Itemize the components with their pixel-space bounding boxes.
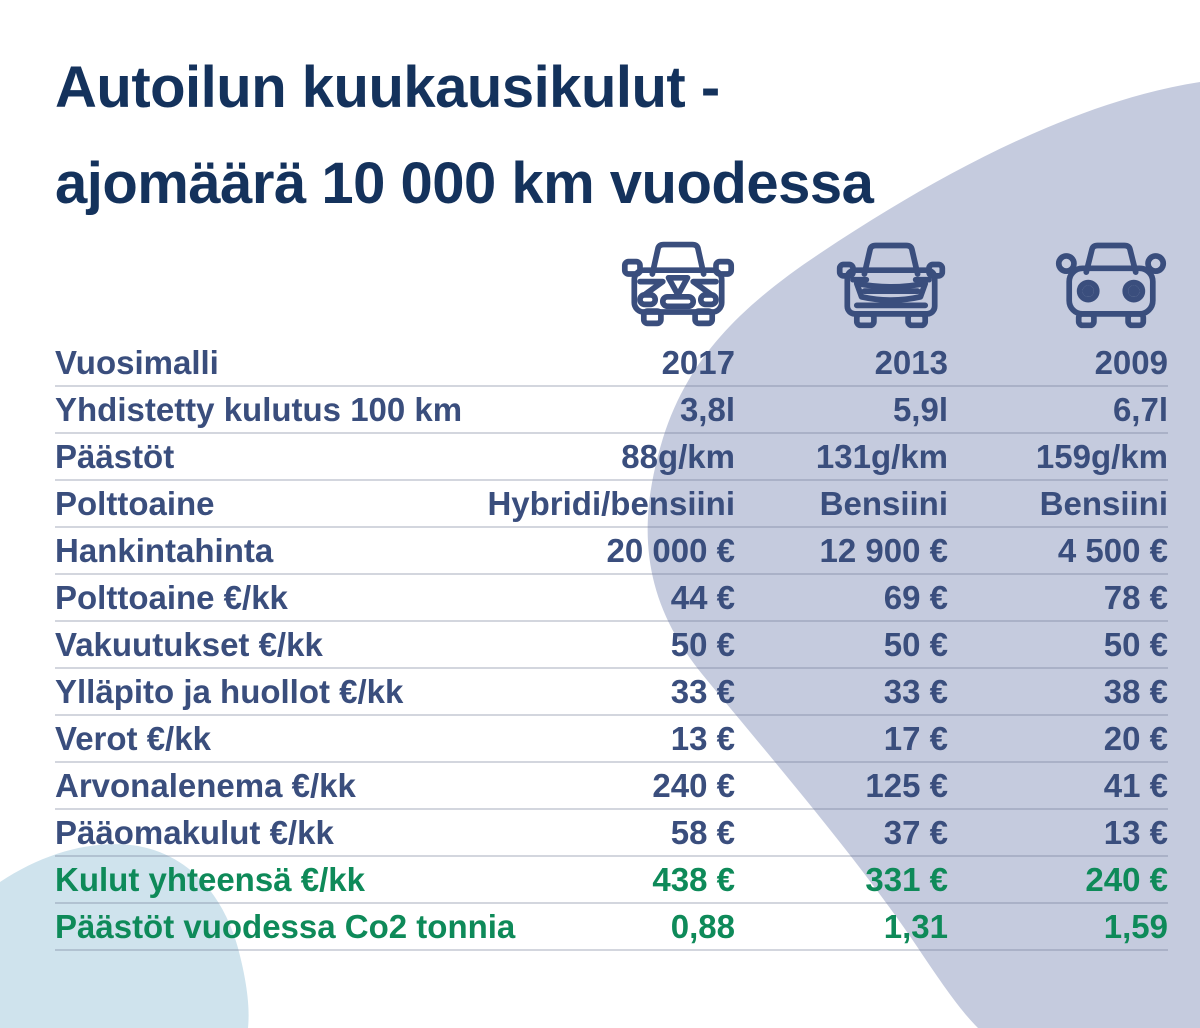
row-value-2009: 13 € [1103, 813, 1168, 851]
row-label: Päästöt [55, 437, 175, 475]
row-value-2013: 2013 [874, 343, 948, 381]
page-title-line-1: Autoilun kuukausikulut - [55, 55, 720, 120]
row-value-2017: 50 € [670, 625, 735, 663]
table-row: Arvonalenema €/kk 240 € 125 € 41 € [55, 763, 1168, 810]
row-value-2013: 1,31 [883, 907, 948, 945]
row-value-2009: 240 € [1085, 860, 1168, 898]
lightblue-blob-shape [0, 844, 249, 1028]
row-value-2017: 13 € [670, 719, 735, 757]
row-value-2013: 50 € [883, 625, 948, 663]
row-value-2013: Bensiini [819, 484, 948, 522]
row-value-2017: 33 € [670, 672, 735, 710]
row-value-2009: 159g/km [1035, 437, 1168, 475]
row-label: Vuosimalli [55, 343, 219, 381]
row-value-2009: 38 € [1103, 672, 1168, 710]
row-value-2013: 131g/km [815, 437, 948, 475]
row-value-2017: Hybridi/bensiini [487, 484, 735, 522]
row-label: Ylläpito ja huollot €/kk [55, 672, 404, 710]
table-row: Pääomakulut €/kk 58 € 37 € 13 € [55, 810, 1168, 857]
table-row: Vuosimalli 2017 2013 2009 [55, 340, 1168, 387]
row-value-2009: 6,7l [1112, 390, 1168, 428]
table-row: Päästöt 88g/km 131g/km 159g/km [55, 434, 1168, 481]
car-2017-cell [621, 236, 735, 331]
row-label: Vakuutukset €/kk [55, 625, 323, 663]
table-row: Hankintahinta 20 000 € 12 900 € 4 500 € [55, 528, 1168, 575]
row-value-2013: 125 € [865, 766, 948, 804]
row-label: Polttoaine [55, 484, 215, 522]
row-label: Kulut yhteensä €/kk [55, 860, 365, 898]
row-label: Yhdistetty kulutus 100 km [55, 390, 463, 428]
page-title: Autoilun kuukausikulut - ajomäärä 10 000… [55, 40, 1168, 232]
row-label: Verot €/kk [55, 719, 211, 757]
car-2017-icon [621, 241, 735, 327]
row-value-2009: Bensiini [1039, 484, 1168, 522]
table-row: Päästöt vuodessa Co2 tonnia 0,88 1,31 1,… [55, 904, 1168, 951]
table-row: Kulut yhteensä €/kk 438 € 331 € 240 € [55, 857, 1168, 904]
table-row: Verot €/kk 13 € 17 € 20 € [55, 716, 1168, 763]
row-value-2013: 17 € [883, 719, 948, 757]
row-value-2017: 20 000 € [606, 531, 735, 569]
row-value-2009: 2009 [1094, 343, 1168, 381]
row-label: Päästöt vuodessa Co2 tonnia [55, 907, 516, 945]
car-2013-cell [735, 236, 948, 331]
row-value-2017: 88g/km [621, 437, 735, 475]
table-row: Ylläpito ja huollot €/kk 33 € 33 € 38 € [55, 669, 1168, 716]
cost-table: Vuosimalli 2017 2013 2009 Yhdistetty kul… [55, 340, 1168, 951]
row-value-2017: 44 € [670, 578, 735, 616]
row-label: Pääomakulut €/kk [55, 813, 334, 851]
car-2009-cell [948, 236, 1168, 331]
row-value-2013: 37 € [883, 813, 948, 851]
row-value-2009: 4 500 € [1057, 531, 1168, 569]
table-row: Yhdistetty kulutus 100 km 3,8l 5,9l 6,7l [55, 387, 1168, 434]
table-row: Polttoaine €/kk 44 € 69 € 78 € [55, 575, 1168, 622]
row-value-2009: 1,59 [1103, 907, 1168, 945]
cost-table-body: Vuosimalli 2017 2013 2009 Yhdistetty kul… [55, 340, 1168, 951]
row-value-2009: 20 € [1103, 719, 1168, 757]
background-blobs [0, 82, 1200, 1028]
row-value-2017: 0,88 [670, 907, 735, 945]
row-value-2013: 331 € [865, 860, 948, 898]
row-value-2017: 240 € [652, 766, 735, 804]
row-value-2017: 438 € [652, 860, 735, 898]
row-value-2013: 12 900 € [819, 531, 948, 569]
infographic: Autoilun kuukausikulut - ajomäärä 10 000… [0, 40, 1200, 951]
lavender-blob-shape [647, 82, 1200, 1028]
row-value-2017: 58 € [670, 813, 735, 851]
table-row: Polttoaine Hybridi/bensiini Bensiini Ben… [55, 481, 1168, 528]
car-icon-row [55, 234, 1168, 331]
row-value-2009: 50 € [1103, 625, 1168, 663]
page-title-line-2: ajomäärä 10 000 km vuodessa [55, 151, 874, 216]
row-value-2013: 33 € [883, 672, 948, 710]
table-row: Vakuutukset €/kk 50 € 50 € 50 € [55, 622, 1168, 669]
row-value-2013: 5,9l [892, 390, 948, 428]
car-2009-icon [1055, 242, 1167, 329]
row-value-2017: 2017 [661, 343, 735, 381]
row-value-2009: 41 € [1103, 766, 1168, 804]
row-value-2017: 3,8l [679, 390, 735, 428]
car-2013-icon [836, 242, 946, 329]
row-label: Arvonalenema €/kk [55, 766, 356, 804]
row-value-2013: 69 € [883, 578, 948, 616]
row-label: Polttoaine €/kk [55, 578, 288, 616]
row-value-2009: 78 € [1103, 578, 1168, 616]
row-label: Hankintahinta [55, 531, 274, 569]
